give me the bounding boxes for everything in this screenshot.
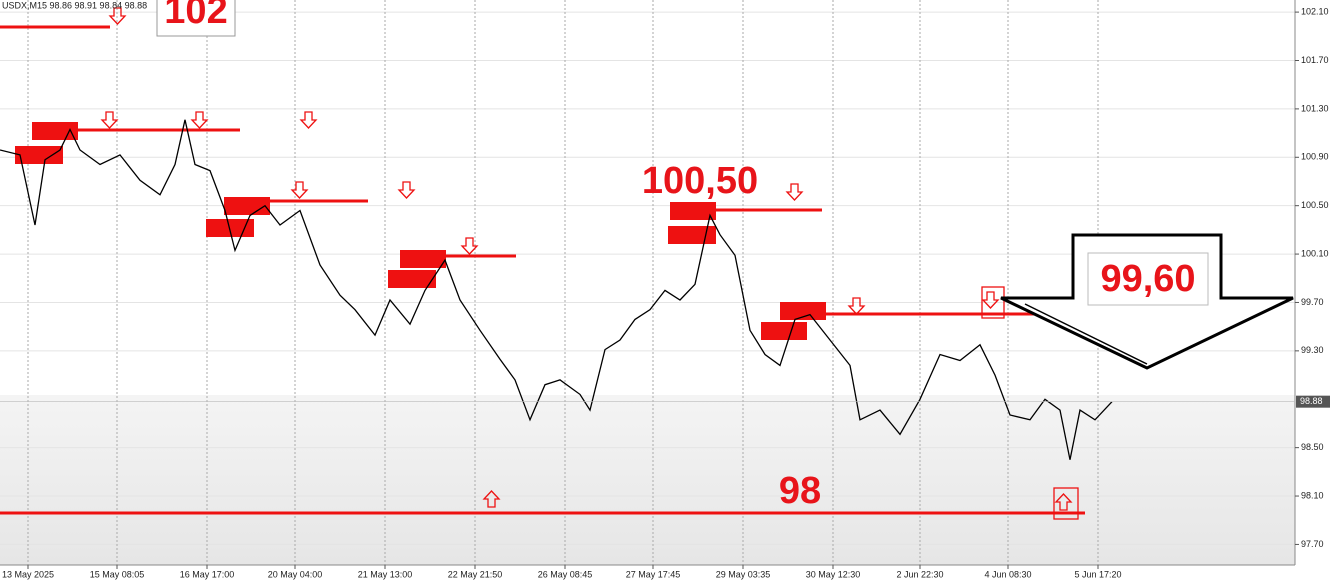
grid (0, 0, 1295, 565)
x-tick-label: 26 May 08:45 (538, 569, 593, 579)
y-tick-label: 100.90 (1301, 152, 1329, 162)
y-tick-label: 100.50 (1301, 200, 1329, 210)
y-tick-label: 102.10 (1301, 6, 1329, 16)
annotation: 98 (779, 470, 821, 512)
label-box (156, 0, 236, 37)
arrows (100, 7, 1079, 520)
label-box (1087, 252, 1209, 306)
x-tick-label: 30 May 12:30 (806, 569, 861, 579)
y-tick-label: 99.70 (1301, 297, 1324, 307)
x-tick-label: 16 May 17:00 (180, 569, 235, 579)
last-price-box (1296, 395, 1330, 408)
last-price-label: 98.88 (1300, 396, 1323, 406)
annotation: 102 (164, 0, 227, 32)
y-tick-label: 101.70 (1301, 55, 1329, 65)
x-tick-label: 15 May 08:05 (90, 569, 145, 579)
annotation: 100,50 (642, 160, 758, 202)
y-tick-label: 99.30 (1301, 345, 1324, 355)
price-line (0, 119, 1113, 460)
y-tick-label: 101.30 (1301, 103, 1329, 113)
x-tick-label: 29 May 03:35 (716, 569, 771, 579)
x-tick-label: 20 May 04:00 (268, 569, 323, 579)
y-tick-label: 98.50 (1301, 442, 1324, 452)
x-tick-label: 4 Jun 08:30 (984, 569, 1031, 579)
header: USDX,M15 98.86 98.91 98.84 98.88 (2, 0, 147, 10)
y-tick-label: 98.10 (1301, 490, 1324, 500)
y-tick-label: 100.10 (1301, 248, 1329, 258)
x-tick-label: 22 May 21:50 (448, 569, 503, 579)
x-tick-label: 5 Jun 17:20 (1074, 569, 1121, 579)
x-tick-label: 2 Jun 22:30 (896, 569, 943, 579)
x-tick-label: 27 May 17:45 (626, 569, 681, 579)
shade (0, 395, 1295, 565)
x-tick-label: 21 May 13:00 (358, 569, 413, 579)
annotation: 99,60 (1100, 258, 1195, 300)
x-tick-label: 13 May 2025 (2, 569, 54, 579)
y-tick-label: 97.70 (1301, 539, 1324, 549)
